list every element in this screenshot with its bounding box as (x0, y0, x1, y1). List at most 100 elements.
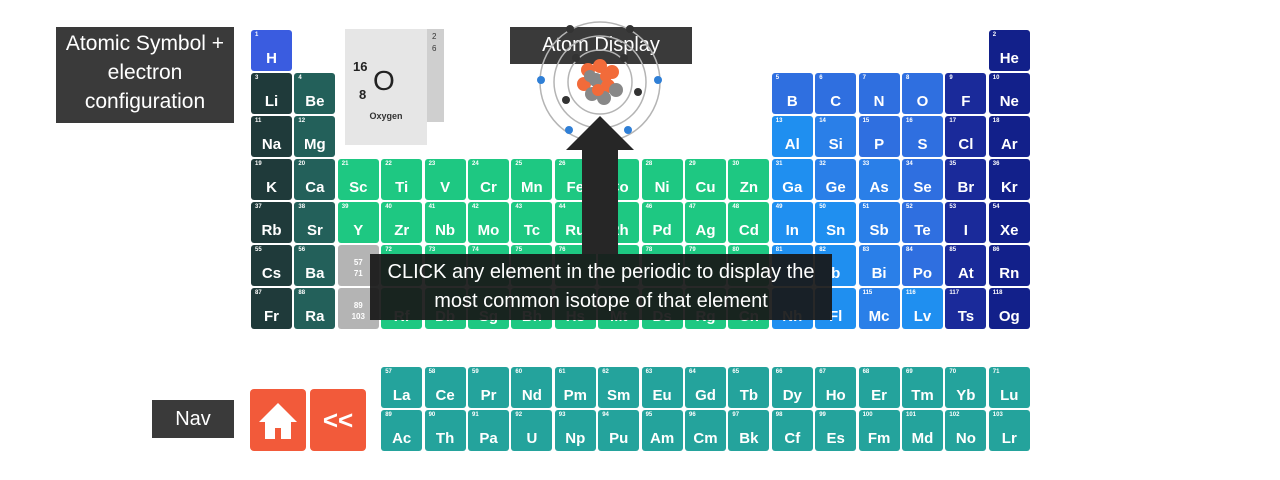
element-cell[interactable]: 85 At (945, 245, 987, 286)
element-cell[interactable]: 69 Tm (902, 367, 943, 408)
element-cell[interactable]: 65 Tb (728, 367, 770, 408)
element-cell[interactable]: 34 Se (902, 159, 943, 200)
element-cell[interactable]: 12 Mg (294, 116, 336, 157)
element-cell[interactable]: 86 Rn (988, 245, 1030, 286)
element-cell[interactable]: 61 Pm (554, 367, 596, 408)
element-cell[interactable]: 21 Sc (337, 159, 379, 200)
element-cell[interactable]: 67 Ho (815, 367, 857, 408)
element-cell[interactable]: 2 He (988, 30, 1030, 71)
element-cell[interactable]: 47 Ag (685, 202, 726, 243)
element-cell[interactable]: 10 Ne (988, 73, 1030, 114)
element-cell[interactable]: 66 Dy (771, 367, 813, 408)
element-cell[interactable]: 14 Si (815, 116, 857, 157)
element-cell[interactable]: 3 Li (251, 73, 292, 114)
element-cell[interactable]: 50 Sn (815, 202, 857, 243)
element-cell[interactable]: 53 I (945, 202, 987, 243)
element-cell[interactable]: 92 U (511, 410, 553, 451)
element-cell[interactable]: 54 Xe (988, 202, 1030, 243)
element-cell[interactable]: 38 Sr (294, 202, 336, 243)
element-cell[interactable]: 58 Ce (424, 367, 466, 408)
element-cell[interactable]: 68 Er (858, 367, 900, 408)
element-cell[interactable]: 95 Am (641, 410, 683, 451)
element-cell[interactable]: 70 Yb (945, 367, 987, 408)
element-cell[interactable]: 89 Ac (381, 410, 423, 451)
element-cell[interactable]: 30 Zn (728, 159, 770, 200)
element-cell[interactable]: 62 Sm (598, 367, 640, 408)
element-cell[interactable]: 101 Md (902, 410, 943, 451)
element-cell[interactable]: 15 P (858, 116, 900, 157)
element-cell[interactable]: 24 Cr (468, 159, 509, 200)
element-cell[interactable]: 51 Sb (858, 202, 900, 243)
element-cell[interactable]: 23 V (424, 159, 466, 200)
element-cell[interactable]: 20 Ca (294, 159, 336, 200)
element-cell[interactable]: 63 Eu (641, 367, 683, 408)
element-cell[interactable]: 118 Og (988, 288, 1030, 329)
element-cell[interactable]: 116 Lv (902, 288, 943, 329)
element-cell[interactable]: 57 La (381, 367, 423, 408)
element-cell[interactable]: 48 Cd (728, 202, 770, 243)
element-cell[interactable]: 46 Pd (641, 202, 683, 243)
element-cell[interactable]: 55 Cs (251, 245, 292, 286)
element-cell[interactable]: 88 Ra (294, 288, 336, 329)
element-cell[interactable]: 25 Mn (511, 159, 553, 200)
element-cell[interactable]: 90 Th (424, 410, 466, 451)
element-cell[interactable]: 11 Na (251, 116, 292, 157)
element-cell[interactable]: 93 Np (554, 410, 596, 451)
back-button[interactable]: << (310, 389, 366, 451)
element-cell[interactable]: 100 Fm (858, 410, 900, 451)
element-number: 63 (645, 369, 653, 375)
element-cell[interactable]: 43 Tc (511, 202, 553, 243)
element-cell[interactable]: 16 S (902, 116, 943, 157)
element-cell[interactable]: 36 Kr (988, 159, 1030, 200)
element-cell[interactable]: 115 Mc (858, 288, 900, 329)
element-cell[interactable]: 97 Bk (728, 410, 770, 451)
element-cell[interactable]: 39 Y (337, 202, 379, 243)
element-cell[interactable]: 40 Zr (381, 202, 423, 243)
element-cell[interactable]: 37 Rb (251, 202, 292, 243)
element-cell[interactable]: 102 No (945, 410, 987, 451)
element-cell[interactable]: 103 Lr (988, 410, 1030, 451)
element-cell[interactable]: 60 Nd (511, 367, 553, 408)
element-cell[interactable]: 35 Br (945, 159, 987, 200)
element-cell[interactable]: 56 Ba (294, 245, 336, 286)
element-cell[interactable]: 96 Cm (685, 410, 726, 451)
element-cell[interactable]: 117 Ts (945, 288, 987, 329)
element-cell[interactable]: 94 Pu (598, 410, 640, 451)
element-cell[interactable]: 71 Lu (988, 367, 1030, 408)
element-cell[interactable]: 64 Gd (685, 367, 726, 408)
element-cell[interactable]: 59 Pr (468, 367, 509, 408)
element-number: 58 (428, 369, 436, 375)
element-cell[interactable]: 98 Cf (771, 410, 813, 451)
home-button[interactable] (250, 389, 306, 451)
element-cell[interactable]: 83 Bi (858, 245, 900, 286)
element-number: 24 (472, 161, 479, 167)
element-cell[interactable]: 52 Te (902, 202, 943, 243)
element-number: 3 (255, 75, 259, 81)
element-cell[interactable]: 91 Pa (468, 410, 509, 451)
element-cell[interactable]: 29 Cu (685, 159, 726, 200)
element-cell[interactable]: 19 K (251, 159, 292, 200)
element-number: 60 (515, 369, 523, 375)
element-cell[interactable]: 99 Es (815, 410, 857, 451)
element-cell[interactable]: 84 Po (902, 245, 943, 286)
element-cell[interactable]: 41 Nb (424, 202, 466, 243)
element-cell[interactable]: 28 Ni (641, 159, 683, 200)
element-cell[interactable]: 4 Be (294, 73, 336, 114)
element-cell[interactable]: 22 Ti (381, 159, 423, 200)
element-cell[interactable]: 87 Fr (251, 288, 292, 329)
element-cell[interactable]: 42 Mo (468, 202, 509, 243)
element-cell[interactable]: 13 Al (771, 116, 813, 157)
element-cell[interactable]: 32 Ge (815, 159, 857, 200)
element-cell[interactable]: 17 Cl (945, 116, 987, 157)
element-cell[interactable]: 31 Ga (771, 159, 813, 200)
element-cell[interactable]: 49 In (771, 202, 813, 243)
element-number: 71 (992, 369, 1000, 375)
element-cell[interactable]: 33 As (858, 159, 900, 200)
element-cell[interactable]: 18 Ar (988, 116, 1030, 157)
